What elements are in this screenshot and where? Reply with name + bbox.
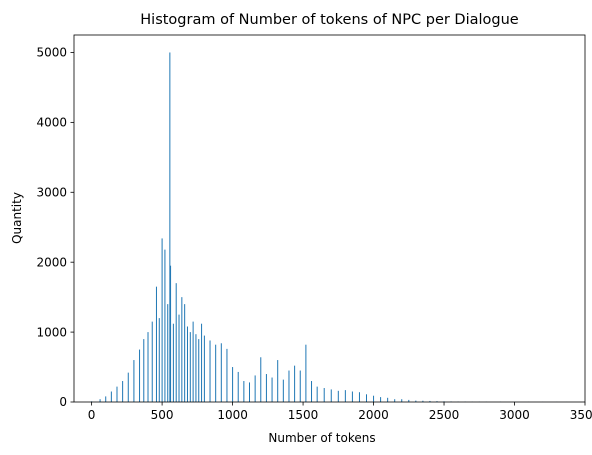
- bar: [429, 400, 431, 402]
- bar: [158, 318, 160, 402]
- bar: [175, 283, 177, 402]
- bar: [110, 391, 112, 402]
- bar: [169, 52, 171, 402]
- bar: [254, 375, 256, 402]
- bar: [195, 334, 197, 402]
- bar: [401, 399, 403, 402]
- bar: [344, 390, 346, 402]
- x-tick-label: 0: [88, 408, 96, 422]
- bar: [122, 381, 124, 402]
- bar: [189, 332, 191, 402]
- bar: [288, 370, 290, 402]
- bar: [408, 399, 410, 402]
- bar: [232, 367, 234, 402]
- bar: [305, 344, 307, 402]
- x-tick-label: 3000: [499, 408, 530, 422]
- y-tick-label: 1000: [36, 325, 67, 339]
- y-tick-label: 5000: [36, 46, 67, 60]
- y-tick-label: 4000: [36, 116, 67, 130]
- bar: [351, 391, 353, 402]
- bar: [201, 323, 203, 402]
- bar: [271, 377, 273, 402]
- bar: [178, 314, 180, 402]
- bars-group: [91, 52, 568, 402]
- bar: [415, 400, 417, 402]
- bar: [282, 379, 284, 402]
- bar: [186, 326, 188, 402]
- bar: [422, 400, 424, 402]
- bar: [373, 395, 375, 402]
- plot-frame: [73, 34, 586, 403]
- bar: [209, 340, 211, 402]
- bar: [99, 399, 101, 402]
- chart-title: Histogram of Number of tokens of NPC per…: [140, 12, 519, 28]
- bar: [299, 370, 301, 402]
- bar: [172, 323, 174, 402]
- bar: [155, 286, 157, 402]
- bar: [380, 397, 382, 402]
- bar: [387, 397, 389, 402]
- bar: [277, 360, 279, 402]
- bar: [133, 360, 135, 402]
- bar: [147, 332, 149, 402]
- bar: [198, 339, 200, 402]
- bar: [192, 321, 194, 402]
- y-axis-label: Quantity: [10, 192, 24, 244]
- y-tick-label: 0: [59, 395, 67, 409]
- bar: [116, 386, 118, 402]
- bar: [294, 365, 296, 402]
- x-tick-label: 500: [151, 408, 174, 422]
- y-tick-label: 3000: [36, 185, 67, 199]
- bar: [184, 304, 186, 402]
- x-axis-label: Number of tokens: [268, 431, 375, 445]
- bar: [105, 396, 107, 402]
- bar: [151, 321, 153, 402]
- x-tick-label: 1500: [288, 408, 319, 422]
- bar: [139, 349, 141, 402]
- y-tick-label: 2000: [36, 255, 67, 269]
- y-axis-ticks: 0 1000 2000 3000 4000 5000: [36, 46, 74, 409]
- bar: [323, 388, 325, 402]
- bar: [394, 399, 396, 402]
- bar: [161, 238, 163, 402]
- x-tick-label: 1000: [217, 408, 248, 422]
- bar: [170, 265, 172, 402]
- bar: [265, 374, 267, 402]
- bar: [436, 401, 438, 402]
- bar: [260, 357, 262, 402]
- bar: [203, 335, 205, 402]
- bar: [316, 386, 318, 402]
- bar: [249, 382, 250, 402]
- bar: [127, 372, 129, 402]
- x-tick-label: 2000: [358, 408, 389, 422]
- bar: [164, 249, 166, 402]
- bar: [226, 348, 228, 402]
- bar: [366, 394, 367, 402]
- x-tick-label: 2500: [429, 408, 460, 422]
- bar: [181, 297, 183, 402]
- bar: [311, 381, 313, 402]
- bar: [215, 344, 217, 402]
- bar: [167, 304, 169, 402]
- bar: [358, 392, 360, 402]
- bar: [237, 371, 239, 402]
- bar: [220, 343, 222, 402]
- bar: [330, 389, 332, 402]
- bar: [337, 390, 339, 402]
- bar: [243, 381, 245, 402]
- bar: [143, 339, 145, 402]
